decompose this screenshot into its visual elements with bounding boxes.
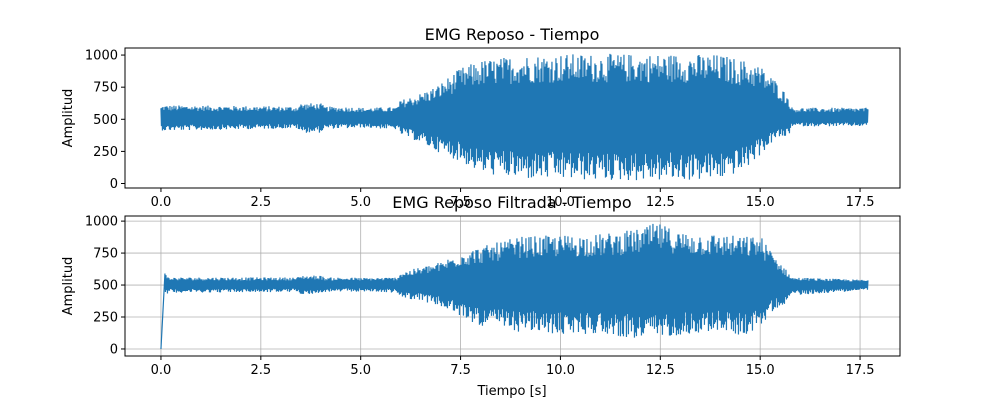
- top-y-tick-label: 250: [93, 145, 118, 160]
- top-y-tick-label: 1000: [85, 49, 118, 64]
- top-y-tick-label: 750: [93, 81, 118, 96]
- bottom-x-tick-label: 10.0: [546, 363, 575, 378]
- top-x-tick-label: 5.0: [350, 195, 371, 210]
- top-signal-line: [160, 53, 869, 181]
- top-x-tick-label: 7.5: [450, 195, 471, 210]
- bottom-chart-panel: 0.0 2.5 5.0 7.5 10.0 12.5 15.0 17.5 0 250 500 750 10…: [61, 193, 901, 399]
- top-y-tick-label: 500: [93, 113, 118, 128]
- bottom-x-tick-label: 0.0: [151, 363, 172, 378]
- bottom-x-tick-label: 2.5: [250, 363, 271, 378]
- bottom-x-axis-label: Tiempo [s]: [476, 384, 546, 399]
- top-x-tick-label: 17.5: [846, 195, 875, 210]
- bottom-x-tick-label: 12.5: [646, 363, 675, 378]
- top-x-tick-label: 12.5: [646, 195, 675, 210]
- top-y-tick-label: 0: [110, 177, 118, 192]
- bottom-signal-line: [160, 223, 869, 350]
- top-x-tick-label: 2.5: [250, 195, 271, 210]
- bottom-x-tick-label: 15.0: [746, 363, 775, 378]
- top-y-axis-label: Amplitud: [61, 89, 76, 148]
- bottom-x-tick-label: 17.5: [846, 363, 875, 378]
- top-x-tick-label: 10.0: [546, 195, 575, 210]
- bottom-y-tick-label: 750: [93, 247, 118, 262]
- bottom-y-tick-label: 1000: [85, 215, 118, 230]
- top-axes-frame: [124, 47, 901, 189]
- bottom-x-tick-label: 7.5: [450, 363, 471, 378]
- top-x-tick-label: 15.0: [746, 195, 775, 210]
- top-chart-title: EMG Reposo - Tiempo: [425, 25, 600, 44]
- bottom-axes-frame: [124, 215, 901, 357]
- bottom-x-tick-label: 5.0: [350, 363, 371, 378]
- bottom-y-axis-label: Amplitud: [61, 257, 76, 316]
- bottom-y-tick-label: 0: [110, 342, 118, 357]
- bottom-chart-title: EMG Reposo Filtrada - Tiempo: [392, 193, 631, 212]
- bottom-y-tick-label: 250: [93, 311, 118, 326]
- top-chart-panel: 0.0 2.5 5.0 7.5 10.0 12.5 15.0 17.5 0 250 500 750 10…: [61, 25, 901, 210]
- top-x-tick-label: 0.0: [151, 195, 172, 210]
- bottom-y-tick-label: 500: [93, 279, 118, 294]
